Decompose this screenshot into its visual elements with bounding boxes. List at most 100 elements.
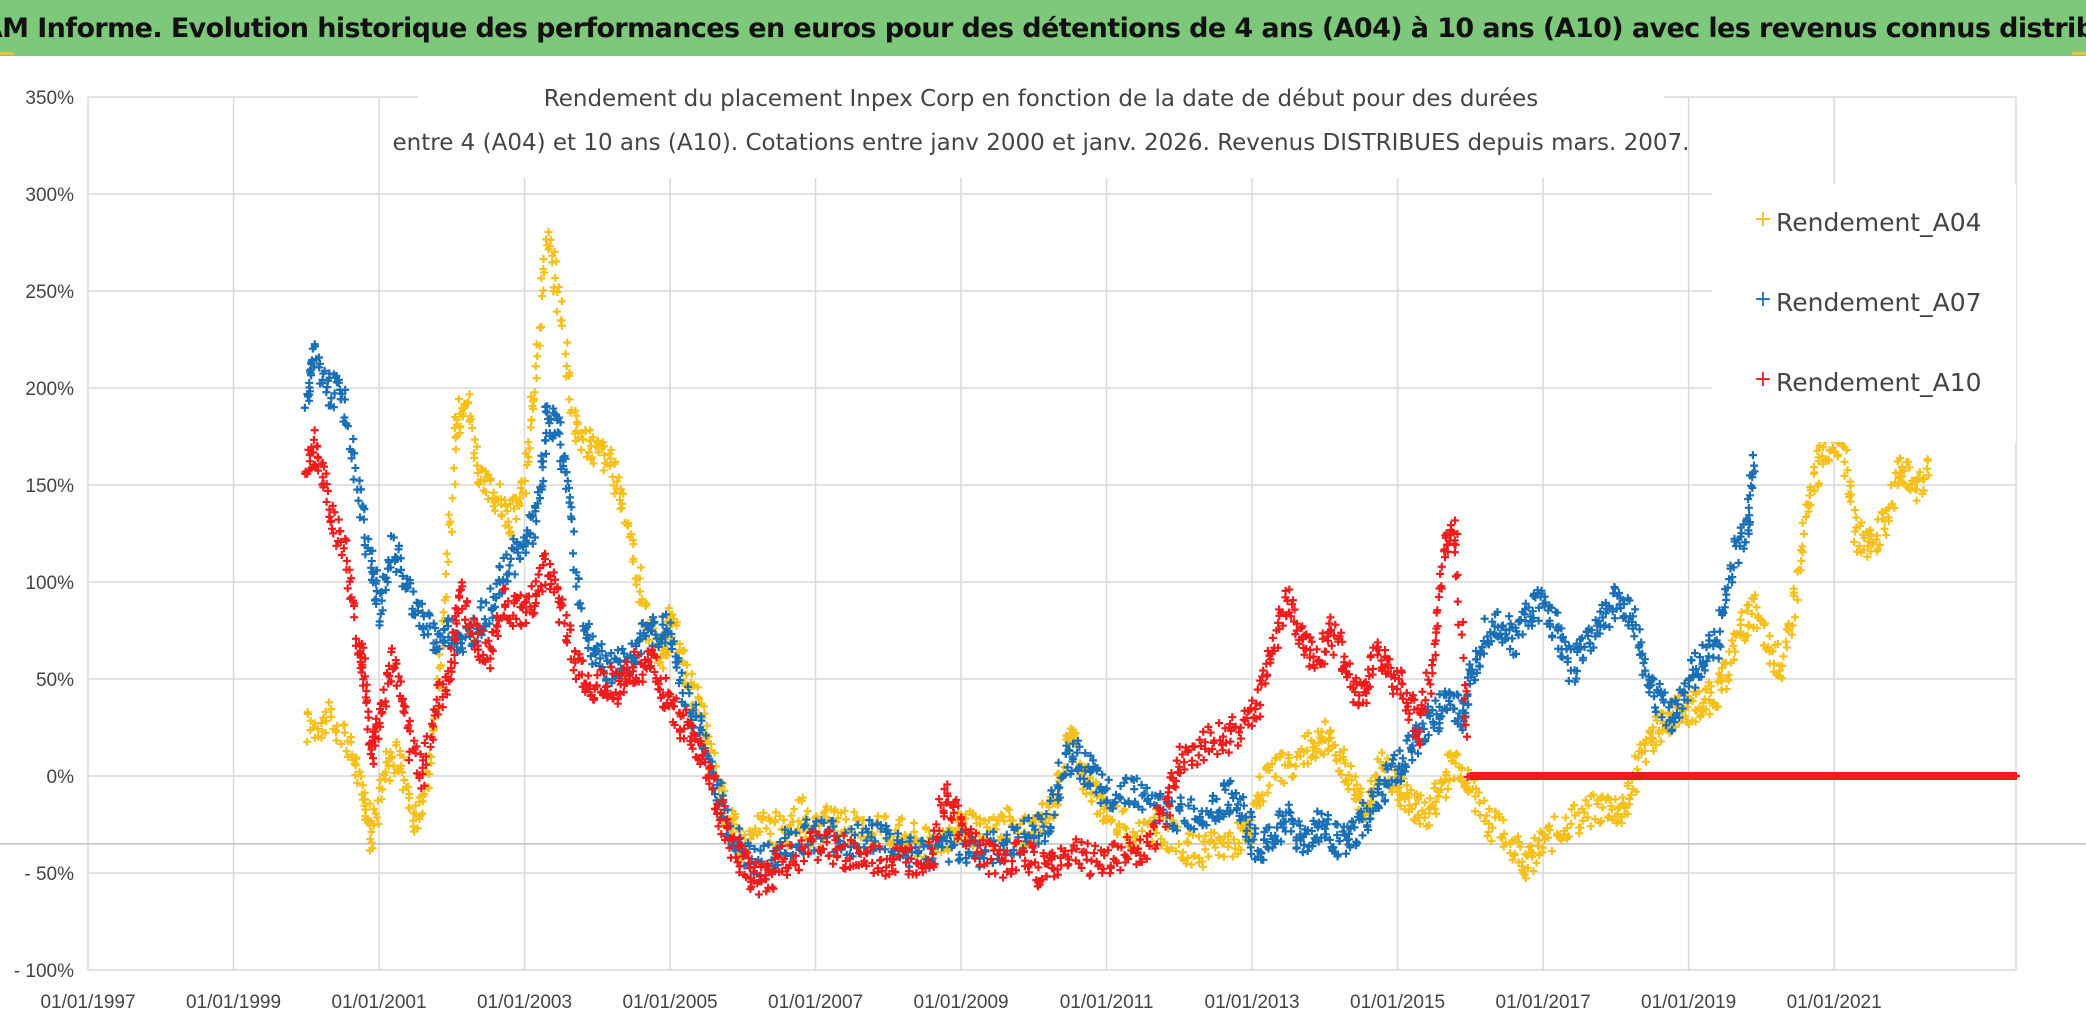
data-point [618, 499, 627, 508]
data-point [474, 480, 483, 489]
data-point [371, 741, 380, 750]
data-point [1852, 513, 1861, 522]
data-point [338, 389, 347, 398]
data-point [777, 867, 786, 876]
data-point [378, 606, 387, 615]
data-point [364, 707, 373, 716]
data-point [1108, 840, 1117, 849]
data-point [822, 802, 831, 811]
data-point [1426, 794, 1435, 803]
data-point [341, 385, 350, 394]
data-point [424, 630, 433, 639]
data-point [983, 859, 992, 868]
data-point [367, 838, 376, 847]
data-point [759, 808, 768, 817]
data-point [1008, 857, 1017, 866]
data-point [1547, 847, 1556, 856]
data-point [327, 394, 336, 403]
data-point [627, 530, 636, 539]
data-point [1604, 602, 1613, 611]
data-point [1498, 833, 1507, 842]
x-tick-label: 01/01/2005 [622, 992, 717, 1013]
data-point [515, 494, 524, 503]
data-point [418, 809, 427, 818]
data-point [1265, 781, 1274, 790]
data-point [1431, 797, 1440, 806]
data-point [1453, 529, 1462, 538]
data-point [429, 619, 438, 628]
data-point [593, 671, 602, 680]
data-point [916, 859, 925, 868]
data-point [938, 843, 947, 852]
data-point [413, 607, 422, 616]
data-point [1432, 710, 1441, 719]
data-point [801, 821, 810, 830]
data-point [522, 489, 531, 498]
data-point [567, 503, 576, 512]
data-point [1007, 869, 1016, 878]
data-point [1460, 713, 1469, 722]
data-point [1295, 821, 1304, 830]
data-point [705, 779, 714, 788]
data-point [1055, 783, 1064, 792]
data-point [504, 597, 513, 606]
data-point [1228, 713, 1237, 722]
data-point [1069, 754, 1078, 763]
data-point [1005, 805, 1014, 814]
data-point [1184, 829, 1193, 838]
data-point [1662, 721, 1671, 730]
data-point [1400, 805, 1409, 814]
data-point [355, 767, 364, 776]
data-point [991, 841, 1000, 850]
data-point [773, 860, 782, 869]
data-point [1131, 848, 1140, 857]
data-point [411, 801, 420, 810]
data-point [327, 705, 336, 714]
data-point [486, 664, 495, 673]
data-point [747, 882, 756, 891]
data-point [577, 445, 586, 454]
x-tick-label: 01/01/2021 [1787, 992, 1882, 1013]
data-point [403, 584, 412, 593]
data-point [1077, 864, 1086, 873]
data-point [1329, 650, 1338, 659]
data-point [1744, 600, 1753, 609]
data-point [1326, 613, 1335, 622]
data-point [362, 680, 371, 689]
data-point [379, 770, 388, 779]
data-point [1298, 622, 1307, 631]
data-point [1212, 795, 1221, 804]
data-point [774, 852, 783, 861]
data-point [701, 758, 710, 767]
data-point [1431, 696, 1440, 705]
data-point [1657, 713, 1666, 722]
data-point [537, 322, 546, 331]
data-point [1286, 612, 1295, 621]
data-point [1132, 774, 1141, 783]
data-point [1500, 829, 1509, 838]
data-point [1483, 831, 1492, 840]
data-point [808, 834, 817, 843]
data-point [1499, 815, 1508, 824]
data-point [1701, 705, 1710, 714]
data-point [1717, 677, 1726, 686]
data-point [1187, 860, 1196, 869]
data-point [1765, 631, 1774, 640]
data-point [444, 510, 453, 519]
data-point [1167, 843, 1176, 852]
data-point [894, 852, 903, 861]
data-point [305, 390, 314, 399]
data-point [1441, 553, 1450, 562]
data-point [1073, 748, 1082, 757]
data-point [1087, 797, 1096, 806]
data-point [1650, 692, 1659, 701]
data-point [762, 824, 771, 833]
data-point [1561, 813, 1570, 822]
data-point [970, 836, 979, 845]
data-point [1717, 664, 1726, 673]
data-point [825, 827, 834, 836]
data-point [1859, 545, 1868, 554]
data-point [546, 560, 555, 569]
data-point [1778, 661, 1787, 670]
data-point [1247, 721, 1256, 730]
